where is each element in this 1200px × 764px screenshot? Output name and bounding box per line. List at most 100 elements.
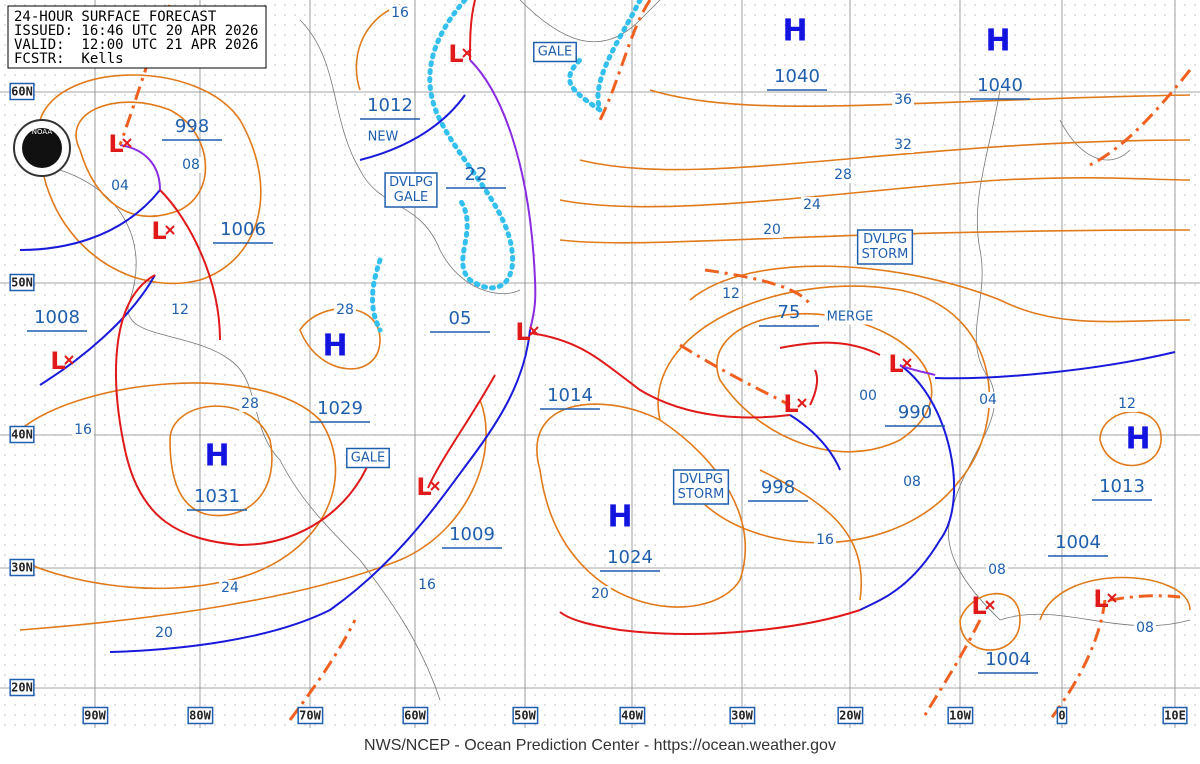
logo-text: NOAA xyxy=(32,128,53,136)
low-center: L xyxy=(416,473,431,501)
isobar-label-bg xyxy=(892,92,914,108)
latitude-label: 30N xyxy=(11,561,33,575)
label-box xyxy=(837,706,864,725)
label-box xyxy=(619,706,646,725)
pressure-value: 75 xyxy=(778,302,801,323)
longitude-label: 70W xyxy=(299,709,321,723)
pressure-value: 1013 xyxy=(1099,476,1145,497)
pressure-value: 1004 xyxy=(1055,532,1101,553)
pressure-value: 1040 xyxy=(977,75,1023,96)
isobar-label: 08 xyxy=(1136,620,1154,636)
low-marker xyxy=(902,358,912,368)
isobar-label-bg xyxy=(416,577,438,593)
isobar-label-bg xyxy=(219,580,241,596)
low-center: L xyxy=(888,350,903,378)
label-box xyxy=(1162,706,1188,725)
isobar-label-bg xyxy=(832,167,854,183)
header-line: FCSTR: Kells xyxy=(14,51,124,67)
pressure-value: 1006 xyxy=(220,219,266,240)
isobar-label: 20 xyxy=(763,222,781,238)
annotation-text: GALE xyxy=(394,190,428,205)
label-box xyxy=(512,706,539,725)
annotation-text: DVLPG xyxy=(389,175,433,190)
low-marker xyxy=(797,398,807,408)
low-center: L xyxy=(971,592,986,620)
isobar-label: 12 xyxy=(722,286,740,302)
longitude-label: 40W xyxy=(621,709,643,723)
isobar-label-bg xyxy=(389,5,411,21)
longitude-label: 0 xyxy=(1058,709,1065,723)
troughs xyxy=(118,0,1192,721)
isobar-label: 00 xyxy=(859,388,877,404)
header-line: 24-HOUR SURFACE FORECAST xyxy=(14,9,217,25)
annotation-bg xyxy=(824,309,876,325)
longitude-label: 20W xyxy=(839,709,861,723)
pressure-value: 1040 xyxy=(774,66,820,87)
low-center: L xyxy=(1093,585,1108,613)
low-marker xyxy=(462,48,472,58)
isobar-label: 28 xyxy=(336,302,354,318)
pressure-value: 998 xyxy=(175,116,209,137)
header-box xyxy=(7,5,267,69)
annotation-text: GALE xyxy=(351,451,385,466)
isobar-label: 08 xyxy=(988,562,1006,578)
annotation-text: STORM xyxy=(862,247,909,262)
label-box xyxy=(9,273,35,292)
isobar-label-bg xyxy=(986,562,1008,578)
isobar-label-bg xyxy=(814,532,836,548)
high-center: H xyxy=(204,439,229,474)
footer: NWS/NCEP - Ocean Prediction Center - htt… xyxy=(364,737,836,754)
pressure-value: 1004 xyxy=(985,649,1031,670)
low-center: L xyxy=(783,390,798,418)
annotation-text: DVLPG xyxy=(863,232,907,247)
annotation-box xyxy=(384,172,438,208)
header-line: VALID: 12:00 UTC 21 APR 2026 xyxy=(14,37,258,53)
isobar-label: 08 xyxy=(903,474,921,490)
annotation-text: MERGE xyxy=(827,310,874,325)
low-center: L xyxy=(515,318,530,346)
annotation-box xyxy=(533,41,577,63)
low-center: L xyxy=(151,217,166,245)
isobar-label-bg xyxy=(761,222,783,238)
isobar-label-bg xyxy=(589,586,611,602)
label-box xyxy=(9,82,35,101)
isobar-label-bg xyxy=(239,396,261,412)
graticule xyxy=(0,0,1200,728)
isobar-label: 24 xyxy=(803,197,821,213)
ice-edges xyxy=(370,0,643,333)
isobar-label-bg xyxy=(72,422,94,438)
isobar-label-bg xyxy=(720,286,742,302)
isobar-label-bg xyxy=(1134,620,1156,636)
isobar-label: 16 xyxy=(74,422,92,438)
high-center: H xyxy=(322,329,347,364)
label-box xyxy=(82,706,109,725)
isobar-label: 24 xyxy=(221,580,239,596)
isobar-label-bg xyxy=(857,388,879,404)
pressure-value: 1012 xyxy=(367,95,413,116)
isobar-label: 16 xyxy=(816,532,834,548)
label-box xyxy=(297,706,324,725)
annotation-text: DVLPG xyxy=(679,472,723,487)
annotation-box xyxy=(672,469,730,505)
label-box xyxy=(9,558,35,577)
pressure-value: 1009 xyxy=(449,524,495,545)
annotation-text: NEW xyxy=(368,130,399,145)
low-marker xyxy=(122,138,132,148)
longitude-label: 90W xyxy=(84,709,106,723)
label-box xyxy=(729,706,756,725)
annotation: GALE xyxy=(533,41,577,63)
longitude-label: 60W xyxy=(404,709,426,723)
isobar-label: 20 xyxy=(591,586,609,602)
isobar-label: 28 xyxy=(834,167,852,183)
isobar-label-bg xyxy=(109,178,131,194)
isobar-label: 04 xyxy=(111,178,129,194)
pressure-value: 990 xyxy=(898,402,932,423)
isobar-label-bg xyxy=(977,392,999,408)
annotation-text: STORM xyxy=(678,487,725,502)
low-center: L xyxy=(50,347,65,375)
longitude-label: 80W xyxy=(189,709,211,723)
annotation-text: GALE xyxy=(538,45,572,60)
pressure-value: 1031 xyxy=(194,486,240,507)
